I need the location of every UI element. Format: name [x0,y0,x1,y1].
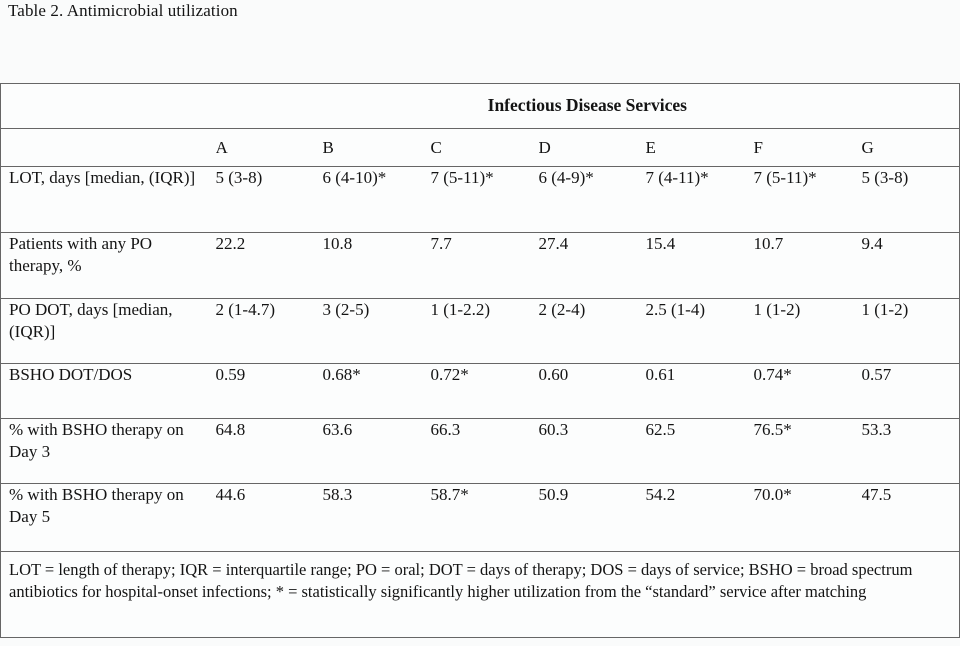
table-cell: 0.57 [861,365,892,384]
column-header-row: A B C D E F G [0,128,960,167]
table-cell: 54.2 [645,485,676,504]
table-cell: 63.6 [322,420,353,439]
empty-corner-cell [1,84,216,129]
group-header: Infectious Disease Services [487,95,687,115]
table-cell: 7 (5-11)* [430,168,494,187]
table-cell: 2 (2-4) [538,300,586,319]
table-row: LOT, days [median, (IQR)] 5 (3-8) 6 (4-1… [0,166,960,233]
table-cell: 2 (1-4.7) [215,300,275,319]
table-cell: 5 (3-8) [215,168,263,187]
table-cell: 27.4 [538,234,569,253]
table-cell: 7.7 [430,234,452,253]
table-cell: 5 (3-8) [861,168,909,187]
table-cell: 22.2 [215,234,246,253]
table-cell: 64.8 [215,420,246,439]
column-header: F [753,138,763,157]
empty-corner-cell [1,129,216,167]
table-row: Patients with any PO therapy, % 22.2 10.… [0,232,960,299]
column-header: G [861,138,874,157]
table-row: PO DOT, days [median, (IQR)] 2 (1-4.7) 3… [0,298,960,364]
row-label: LOT, days [median, (IQR)] [9,168,196,187]
table-cell: 2.5 (1-4) [645,300,705,319]
table-cell: 10.8 [322,234,353,253]
table-cell: 7 (4-11)* [645,168,709,187]
table-cell: 76.5* [753,420,792,439]
table-cell: 58.3 [322,485,353,504]
table-title: Table 2. Antimicrobial utilization [8,1,238,20]
table-cell: 60.3 [538,420,569,439]
table-cell: 66.3 [430,420,461,439]
table-cell: 70.0* [753,485,792,504]
table-cell: 0.74* [753,365,792,384]
footnote-row: LOT = length of therapy; IQR = interquar… [0,551,960,638]
table-cell: 0.60 [538,365,569,384]
group-header-row: Infectious Disease Services [0,83,960,129]
table-cell: 1 (1-2) [861,300,909,319]
antimicrobial-utilization-table: Infectious Disease Services A B C D E F … [0,83,960,638]
table-cell: 1 (1-2.2) [430,300,490,319]
table-cell: 44.6 [215,485,246,504]
table-row: % with BSHO therapy on Day 5 44.6 58.3 5… [0,483,960,552]
table-cell: 15.4 [645,234,676,253]
table-cell: 10.7 [753,234,784,253]
table-footnote: LOT = length of therapy; IQR = interquar… [9,560,913,601]
table-cell: 1 (1-2) [753,300,801,319]
row-label: % with BSHO therapy on Day 3 [9,420,184,461]
column-header: A [215,138,228,157]
column-header: B [322,138,334,157]
table-cell: 62.5 [645,420,676,439]
row-label: % with BSHO therapy on Day 5 [9,485,184,526]
table-cell: 0.61 [645,365,676,384]
table-cell: 53.3 [861,420,892,439]
column-header: C [430,138,442,157]
column-header: E [645,138,656,157]
row-label: Patients with any PO therapy, % [9,234,153,275]
table-cell: 50.9 [538,485,569,504]
table-row: BSHO DOT/DOS 0.59 0.68* 0.72* 0.60 0.61 … [0,363,960,419]
table-cell: 9.4 [861,234,883,253]
table-cell: 7 (5-11)* [753,168,817,187]
table-cell: 3 (2-5) [322,300,370,319]
table-cell: 6 (4-9)* [538,168,594,187]
column-header: D [538,138,551,157]
table-cell: 47.5 [861,485,892,504]
table-cell: 0.72* [430,365,469,384]
row-label: BSHO DOT/DOS [9,365,133,384]
table-cell: 0.68* [322,365,361,384]
table-cell: 6 (4-10)* [322,168,387,187]
row-label: PO DOT, days [median, (IQR)] [9,300,173,341]
table-cell: 0.59 [215,365,246,384]
table-row: % with BSHO therapy on Day 3 64.8 63.6 6… [0,418,960,484]
table-cell: 58.7* [430,485,469,504]
